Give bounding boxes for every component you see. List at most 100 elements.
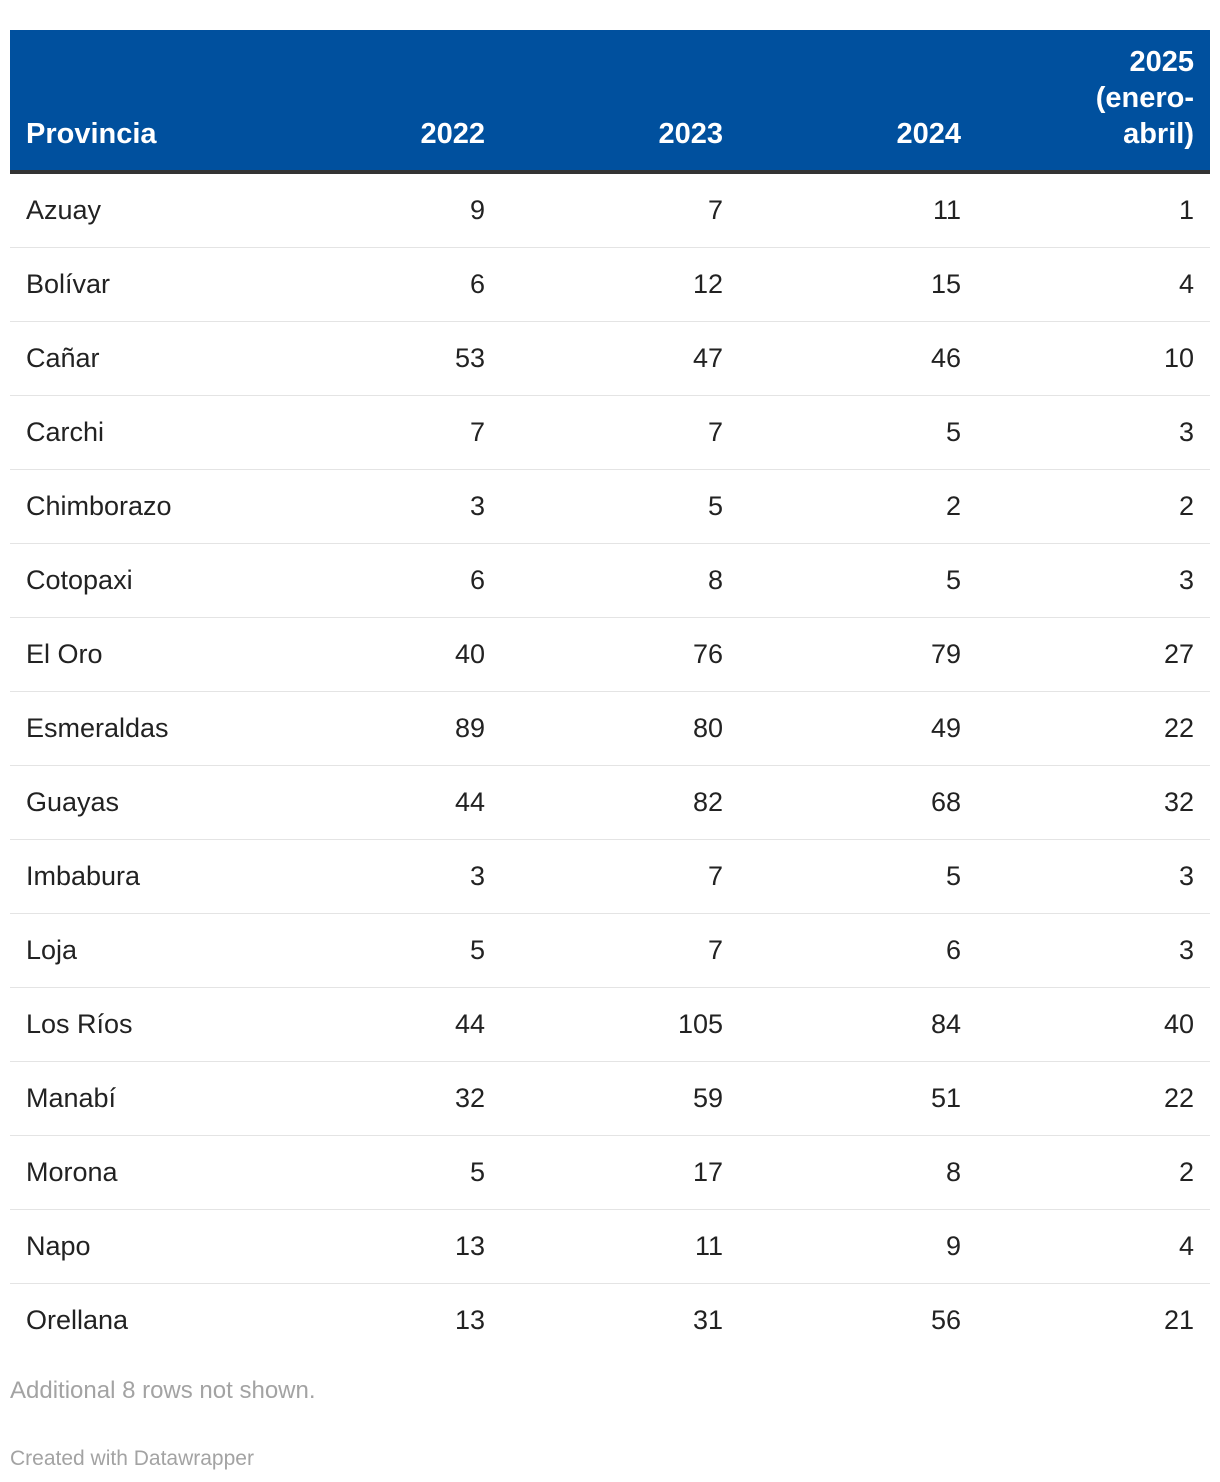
value-2022-cell: 89 bbox=[454, 713, 485, 743]
value-2023-cell: 8 bbox=[707, 565, 723, 595]
table-row: Loja 5 7 6 3 bbox=[10, 914, 1210, 988]
value-2025-cell: 22 bbox=[1163, 713, 1194, 743]
column-header-2025: 2025 (enero- abril) bbox=[1064, 44, 1194, 152]
value-2025-cell: 3 bbox=[1178, 417, 1194, 447]
table-row: Cotopaxi 6 8 5 3 bbox=[10, 544, 1210, 618]
table-row: El Oro 40 76 79 27 bbox=[10, 618, 1210, 692]
value-2023-cell: 59 bbox=[692, 1083, 723, 1113]
value-2024-cell: 5 bbox=[945, 861, 961, 891]
value-2023-cell: 47 bbox=[692, 343, 723, 373]
value-2025-cell: 2 bbox=[1178, 1157, 1194, 1187]
value-2024-cell: 15 bbox=[930, 269, 961, 299]
value-2024-cell: 79 bbox=[930, 639, 961, 669]
table-row: Morona 5 17 8 2 bbox=[10, 1136, 1210, 1210]
value-2022-cell: 44 bbox=[454, 1009, 485, 1039]
value-2022-cell: 44 bbox=[454, 787, 485, 817]
table-row: Carchi 7 7 5 3 bbox=[10, 396, 1210, 470]
value-2025-cell: 3 bbox=[1178, 565, 1194, 595]
provincia-cell: Azuay bbox=[26, 195, 102, 225]
provincia-cell: Chimborazo bbox=[26, 491, 172, 521]
provincia-cell: Manabí bbox=[26, 1083, 117, 1113]
value-2023-cell: 11 bbox=[694, 1231, 723, 1261]
table-row: Bolívar 6 12 15 4 bbox=[10, 248, 1210, 322]
value-2022-cell: 53 bbox=[454, 343, 485, 373]
datawrapper-credit: Created with Datawrapper bbox=[10, 1447, 254, 1470]
provincia-cell: Carchi bbox=[26, 417, 105, 447]
table-row: Cañar 53 47 46 10 bbox=[10, 322, 1210, 396]
value-2024-cell: 49 bbox=[930, 713, 961, 743]
value-2023-cell: 82 bbox=[692, 787, 723, 817]
value-2024-cell: 5 bbox=[945, 417, 961, 447]
table-row: Orellana 13 31 56 21 bbox=[10, 1284, 1210, 1357]
provincia-cell: Napo bbox=[26, 1231, 91, 1261]
value-2022-cell: 3 bbox=[469, 491, 485, 521]
value-2024-cell: 6 bbox=[945, 935, 961, 965]
value-2022-cell: 32 bbox=[454, 1083, 485, 1113]
column-header-2023: 2023 bbox=[658, 118, 723, 150]
table-row: Imbabura 3 7 5 3 bbox=[10, 840, 1210, 914]
table-header: Provincia 2022 2023 2024 2025 (enero- ab… bbox=[10, 30, 1210, 174]
value-2023-cell: 80 bbox=[692, 713, 723, 743]
value-2022-cell: 5 bbox=[469, 935, 485, 965]
value-2025-cell: 10 bbox=[1163, 343, 1194, 373]
provincia-cell: Orellana bbox=[26, 1305, 129, 1335]
value-2025-cell: 3 bbox=[1178, 861, 1194, 891]
value-2025-cell: 2 bbox=[1178, 491, 1194, 521]
value-2024-cell: 2 bbox=[945, 491, 961, 521]
provincia-cell: Morona bbox=[26, 1157, 118, 1187]
value-2022-cell: 40 bbox=[454, 639, 485, 669]
value-2023-cell: 12 bbox=[692, 269, 723, 299]
provincia-cell: Imbabura bbox=[26, 861, 141, 891]
provincia-cell: Cotopaxi bbox=[26, 565, 133, 595]
table-row: Manabí 32 59 51 22 bbox=[10, 1062, 1210, 1136]
column-header-2025-line: (enero- bbox=[1095, 82, 1194, 114]
column-header-2022: 2022 bbox=[420, 118, 485, 150]
table-body: Azuay 9 7 11 1 Bolívar 6 12 15 4 Cañar 53 47 46 10 Carc… bbox=[10, 174, 1210, 1357]
value-2025-cell: 3 bbox=[1178, 935, 1194, 965]
value-2024-cell: 5 bbox=[945, 565, 961, 595]
value-2022-cell: 13 bbox=[454, 1231, 485, 1261]
value-2023-cell: 7 bbox=[707, 417, 723, 447]
value-2022-cell: 6 bbox=[469, 269, 485, 299]
rows-not-shown-note: Additional 8 rows not shown. bbox=[10, 1377, 316, 1404]
column-header-provincia: Provincia bbox=[26, 118, 157, 150]
value-2025-cell: 1 bbox=[1178, 195, 1194, 225]
value-2025-cell: 27 bbox=[1163, 639, 1194, 669]
value-2023-cell: 7 bbox=[707, 861, 723, 891]
table-row: Esmeraldas 89 80 49 22 bbox=[10, 692, 1210, 766]
value-2024-cell: 51 bbox=[930, 1083, 961, 1113]
value-2022-cell: 3 bbox=[469, 861, 485, 891]
provincia-cell: Bolívar bbox=[26, 269, 111, 299]
value-2025-cell: 4 bbox=[1178, 1231, 1194, 1261]
table-row: Los Ríos 44 105 84 40 bbox=[10, 988, 1210, 1062]
value-2025-cell: 22 bbox=[1163, 1083, 1194, 1113]
value-2023-cell: 31 bbox=[692, 1305, 723, 1335]
table-row: Azuay 9 7 11 1 bbox=[10, 174, 1210, 248]
value-2023-cell: 17 bbox=[692, 1157, 723, 1187]
value-2024-cell: 84 bbox=[930, 1009, 961, 1039]
provincia-cell: El Oro bbox=[26, 639, 103, 669]
value-2022-cell: 6 bbox=[469, 565, 485, 595]
value-2022-cell: 9 bbox=[469, 195, 485, 225]
value-2022-cell: 7 bbox=[469, 417, 485, 447]
value-2023-cell: 7 bbox=[707, 935, 723, 965]
column-header-2025-line: abril) bbox=[1123, 118, 1194, 150]
value-2024-cell: 8 bbox=[945, 1157, 961, 1187]
column-header-2025-line: 2025 bbox=[1129, 46, 1194, 78]
provincia-cell: Loja bbox=[26, 935, 78, 965]
value-2022-cell: 13 bbox=[454, 1305, 485, 1335]
table-row: Napo 13 11 9 4 bbox=[10, 1210, 1210, 1284]
value-2024-cell: 9 bbox=[945, 1231, 961, 1261]
data-table: Provincia 2022 2023 2024 2025 (enero- ab… bbox=[10, 30, 1210, 1357]
value-2025-cell: 4 bbox=[1178, 269, 1194, 299]
provincia-cell: Los Ríos bbox=[26, 1009, 133, 1039]
value-2025-cell: 40 bbox=[1163, 1009, 1194, 1039]
table-row: Chimborazo 3 5 2 2 bbox=[10, 470, 1210, 544]
value-2024-cell: 56 bbox=[930, 1305, 961, 1335]
value-2025-cell: 21 bbox=[1163, 1305, 1194, 1335]
value-2023-cell: 5 bbox=[707, 491, 723, 521]
value-2022-cell: 5 bbox=[469, 1157, 485, 1187]
provincia-cell: Guayas bbox=[26, 787, 120, 817]
value-2023-cell: 7 bbox=[707, 195, 723, 225]
table-row: Guayas 44 82 68 32 bbox=[10, 766, 1210, 840]
